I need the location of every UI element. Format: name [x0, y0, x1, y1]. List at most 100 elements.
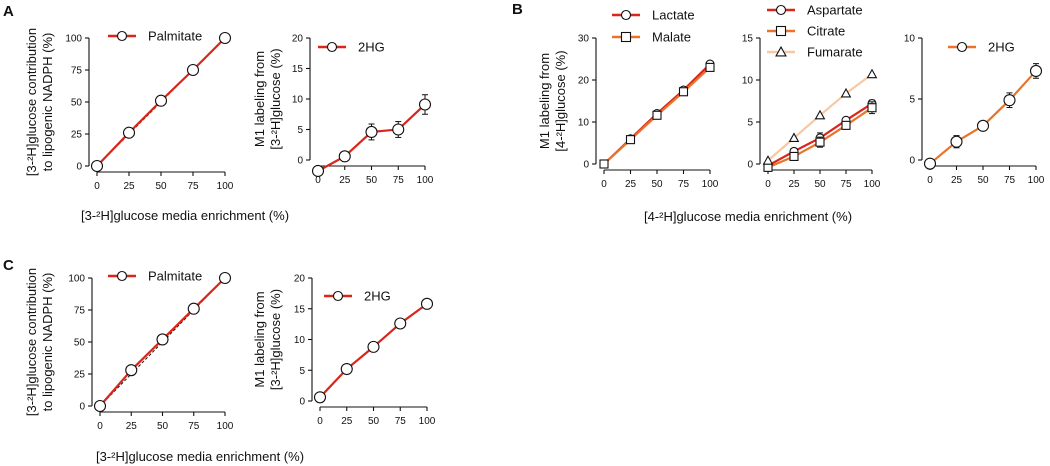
y-axis-label: M1 labeling from [537, 53, 552, 149]
shared-xlabel-a: [3-²H]glucose media enrichment (%) [81, 208, 289, 223]
x-tick-label: 75 [393, 175, 405, 186]
y-tick-label: 50 [71, 98, 83, 109]
x-tick-label: 50 [157, 421, 169, 432]
data-point-fumarate [762, 155, 774, 165]
y-tick-label: 75 [71, 66, 83, 77]
y-axis-label: [3-²H]glucose (%) [268, 48, 283, 149]
legend-marker-2hg [956, 41, 968, 53]
x-tick-label: 50 [814, 179, 826, 190]
legend-marker-fumarate [775, 45, 787, 57]
y-tick-label: 5 [299, 366, 305, 377]
data-point-malate [652, 110, 662, 120]
data-point-citrate [841, 120, 851, 130]
chart-a1: 0 25 50 75 100 0 25 50 75 100 [3-²H]glucose contri… [24, 28, 234, 192]
chart-a2: 0 5 10 15 20 0 25 50 75 100 M1 labeling from [3-²H]… [252, 34, 434, 187]
x-tick-label: 100 [217, 421, 234, 432]
y-axis-label: [3-²H]glucose contribution [24, 268, 39, 416]
y-tick-label: 15 [292, 64, 304, 75]
chart-c2: 0 5 10 15 20 0 25 50 75 100 M1 labeling from [3-²H]… [252, 274, 436, 428]
y-tick-label: 50 [74, 338, 86, 349]
data-point-2hg [367, 340, 380, 353]
data-point-malate [599, 159, 609, 169]
y-tick-label: 0 [583, 160, 589, 171]
data-point-malate [678, 87, 689, 97]
x-tick-label: 50 [651, 179, 663, 190]
data-point-palmitate [156, 333, 169, 346]
x-tick-label: 0 [94, 181, 100, 192]
y-axis-label: [3-²H]glucose (%) [268, 289, 283, 390]
x-tick-label: 0 [601, 179, 607, 190]
y-tick-label: 10 [292, 95, 304, 106]
data-point-citrate [815, 137, 825, 147]
chart-b2: 0 5 10 15 0 25 50 75 100 Aspartate Citrate Fumarate [742, 3, 881, 191]
legend-label-lactate: Lactate [652, 8, 695, 23]
x-tick-label: 25 [123, 181, 135, 192]
y-tick-label: 10 [904, 34, 916, 45]
x-tick-label: 25 [625, 179, 637, 190]
legend-marker-palmitate [116, 30, 128, 42]
data-point-fumarate [866, 68, 878, 79]
legend-marker-malate [620, 31, 632, 43]
x-tick-label: 100 [217, 181, 234, 192]
y-tick-label: 0 [909, 156, 915, 167]
shared-xlabel-c: [3-²H]glucose media enrichment (%) [96, 449, 304, 464]
y-tick-label: 30 [578, 34, 590, 45]
x-tick-label: 25 [788, 179, 800, 190]
y-tick-label: 5 [297, 125, 303, 136]
x-tick-label: 75 [678, 179, 690, 190]
x-tick-label: 25 [341, 416, 353, 427]
x-tick-label: 50 [368, 416, 380, 427]
series-line-2hg [929, 70, 1037, 165]
data-point-2hg [1003, 94, 1016, 107]
chart-b1: 0 10 20 30 0 25 50 75 100 M1 labeling from [4-²H]g… [537, 8, 719, 191]
x-tick-label: 50 [366, 175, 378, 186]
data-point-2hg [1029, 64, 1043, 77]
y-axis-label: [3-²H]glucose contribution [24, 28, 39, 176]
x-tick-label: 100 [417, 175, 434, 186]
chart-c1: 0 25 50 75 100 0 25 50 75 100 [3-²H]glucose contri… [24, 268, 234, 432]
y-tick-label: 0 [747, 160, 753, 171]
x-tick-label: 75 [395, 416, 407, 427]
x-tick-label: 75 [187, 181, 199, 192]
y-tick-label: 10 [742, 76, 754, 87]
data-point-malate [625, 135, 636, 145]
data-point-fumarate [840, 87, 852, 98]
data-point-palmitate [122, 126, 136, 139]
shared-xlabel-b: [4-²H]glucose media enrichment (%) [644, 209, 852, 224]
legend-marker-palmitate [116, 270, 128, 282]
data-point-citrate [867, 103, 877, 113]
legend-label-citrate: Citrate [807, 24, 845, 39]
x-tick-label: 50 [155, 181, 167, 192]
legend-label-2hg: 2HG [988, 40, 1015, 55]
data-point-2hg [923, 157, 937, 170]
x-tick-label: 75 [840, 179, 852, 190]
y-tick-label: 0 [297, 156, 303, 167]
data-point-palmitate [186, 63, 200, 77]
data-point-citrate [789, 151, 799, 161]
y-tick-label: 20 [578, 76, 590, 87]
legend-label-2hg: 2HG [358, 40, 385, 55]
y-tick-label: 15 [742, 34, 754, 45]
data-point-2hg [392, 123, 405, 136]
legend-marker-aspartate [775, 4, 787, 16]
panel-letter-b: B [512, 1, 523, 18]
x-tick-label: 100 [419, 416, 436, 427]
legend-label-fumarate: Fumarate [807, 45, 863, 60]
data-point-palmitate [90, 159, 104, 173]
x-tick-label: 0 [765, 179, 771, 190]
x-tick-label: 0 [315, 175, 321, 186]
data-point-palmitate [218, 31, 232, 45]
data-point-2hg [338, 150, 351, 163]
y-tick-label: 5 [909, 95, 915, 106]
panel-letter-c: C [3, 257, 14, 274]
legend-label-aspartate: Aspartate [807, 3, 863, 18]
x-tick-label: 0 [317, 416, 323, 427]
data-point-palmitate [218, 271, 232, 285]
data-point-2hg [340, 362, 353, 376]
data-point-palmitate [93, 399, 107, 413]
data-point-2hg [950, 135, 963, 148]
data-point-fumarate [814, 109, 826, 120]
